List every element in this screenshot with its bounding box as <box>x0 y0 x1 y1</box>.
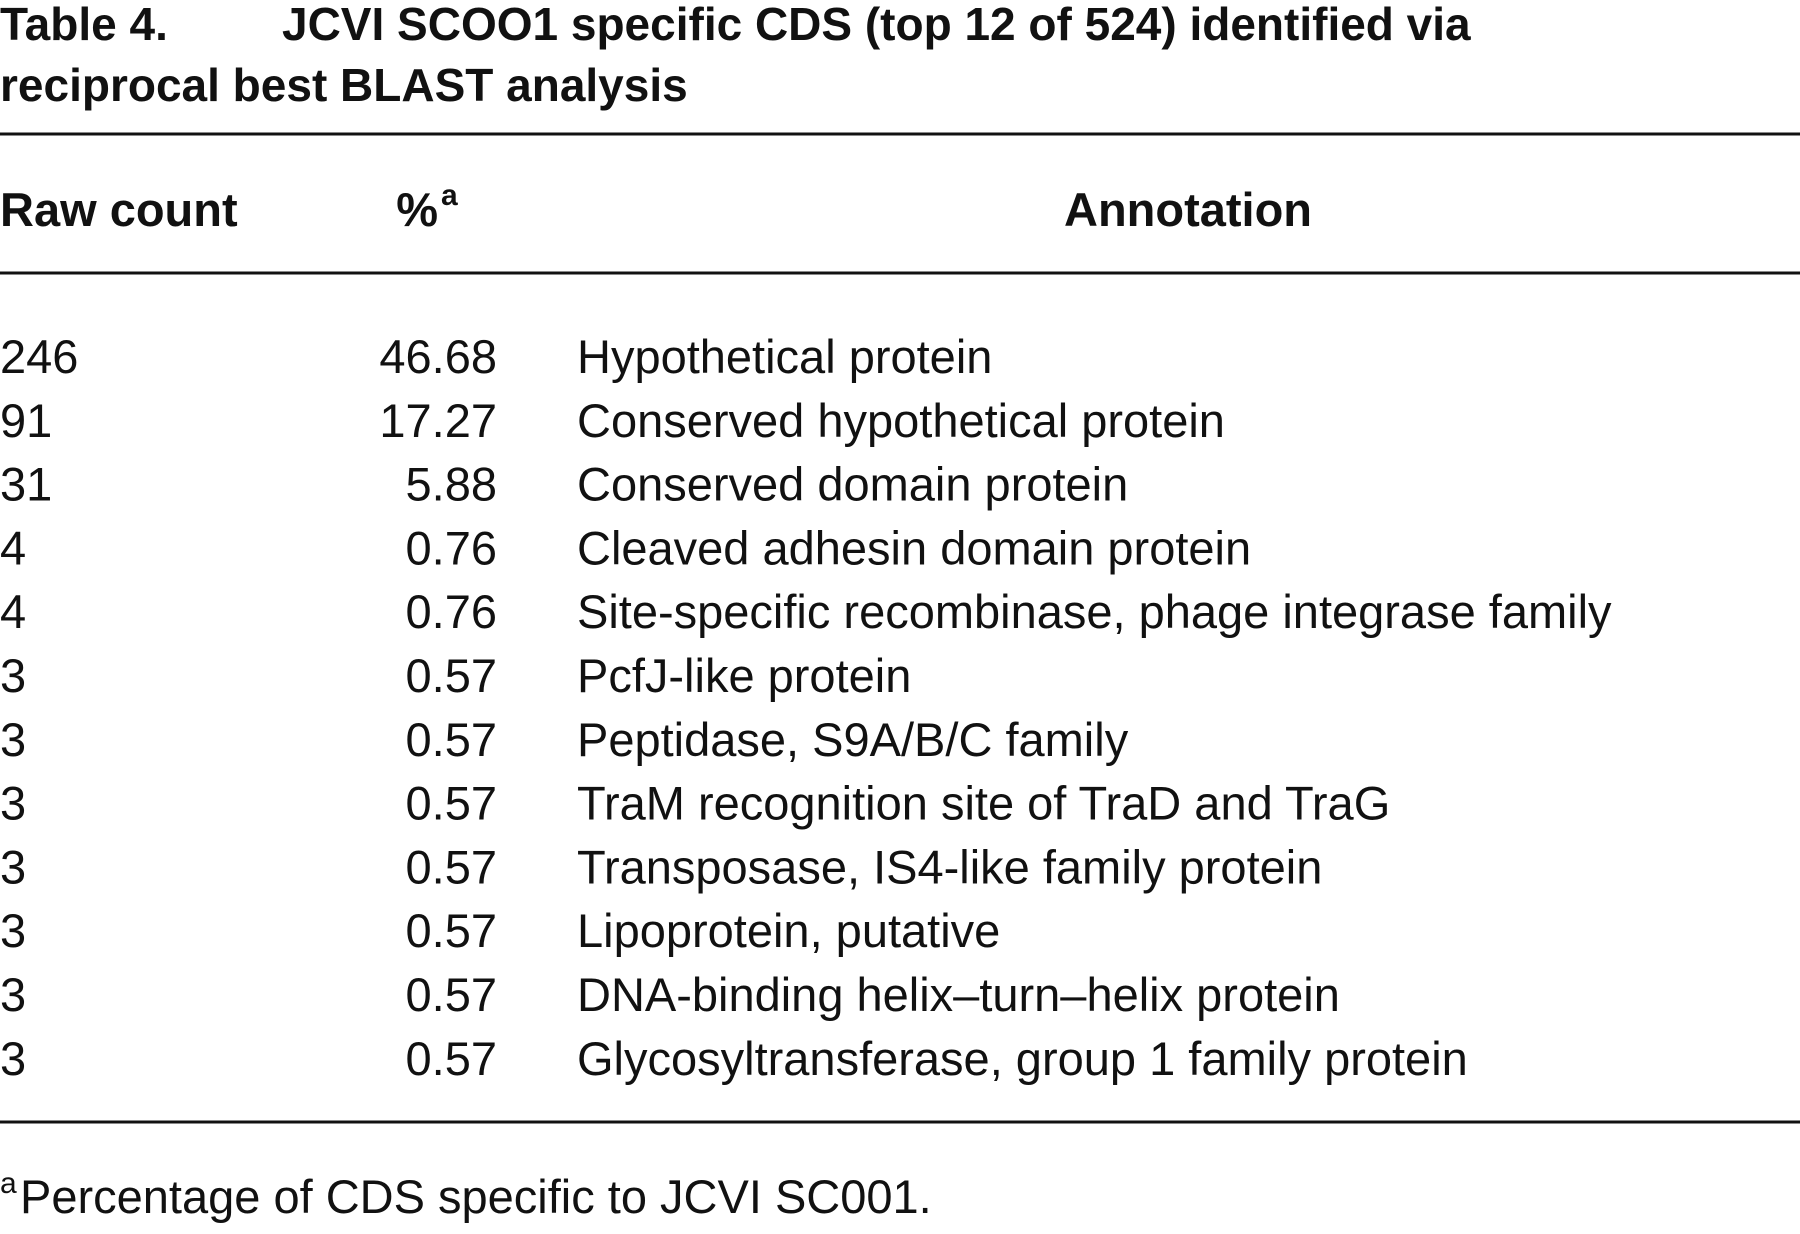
percent-cell: 0.57 <box>406 713 497 766</box>
percent-cell: 0.57 <box>406 649 497 702</box>
percent-cell: 0.57 <box>406 968 497 1021</box>
annotation-cell: DNA-binding helix–turn–helix protein <box>577 968 1340 1021</box>
raw-count-cell: 3 <box>0 968 26 1021</box>
percent-cell: 17.27 <box>379 394 497 447</box>
raw-count-cell: 3 <box>0 713 26 766</box>
table-body: 246 46.68 Hypothetical protein 91 17.27 Conse… <box>0 330 1612 1085</box>
footnote-marker: a <box>0 1167 17 1200</box>
annotation-cell: Conserved hypothetical protein <box>577 394 1225 447</box>
percent-cell: 0.57 <box>406 904 497 957</box>
percent-cell: 5.88 <box>406 458 497 511</box>
column-header: Annotation <box>1064 183 1312 236</box>
table-title: JCVI SCOO1 specific CDS (top 12 of 524) … <box>282 0 1471 50</box>
raw-count-cell: 3 <box>0 904 26 957</box>
raw-count-cell: 31 <box>0 458 52 511</box>
annotation-cell: Transposase, IS4-like family protein <box>577 840 1322 893</box>
percent-cell: 0.57 <box>406 777 497 830</box>
annotation-cell: PcfJ-like protein <box>577 649 911 702</box>
raw-count-cell: 3 <box>0 1032 26 1085</box>
raw-count-cell: 4 <box>0 585 26 638</box>
raw-count-cell: 3 <box>0 777 26 830</box>
annotation-cell: Site-specific recombinase, phage integra… <box>577 585 1612 638</box>
raw-count-cell: 91 <box>0 394 52 447</box>
percent-cell: 0.76 <box>406 585 497 638</box>
annotation-cell: Peptidase, S9A/B/C family <box>577 713 1129 766</box>
raw-count-cell: 3 <box>0 840 26 893</box>
footnote-marker: a <box>441 179 458 212</box>
raw-count-cell: 4 <box>0 521 26 574</box>
percent-cell: 0.57 <box>406 840 497 893</box>
percent-cell: 0.57 <box>406 1032 497 1085</box>
annotation-cell: Hypothetical protein <box>577 330 992 383</box>
percent-cell: 0.76 <box>406 521 497 574</box>
column-header: % <box>396 183 438 236</box>
table-title: reciprocal best BLAST analysis <box>0 59 688 111</box>
column-header: Raw count <box>0 183 238 236</box>
percent-cell: 46.68 <box>379 330 497 383</box>
table-label: Table 4. <box>0 0 168 50</box>
raw-count-cell: 3 <box>0 649 26 702</box>
annotation-cell: Cleaved adhesin domain protein <box>577 521 1251 574</box>
annotation-cell: Conserved domain protein <box>577 458 1128 511</box>
footnote: Percentage of CDS specific to JCVI SC001… <box>20 1170 932 1223</box>
raw-count-cell: 246 <box>0 330 78 383</box>
annotation-cell: Glycosyltransferase, group 1 family prot… <box>577 1032 1468 1085</box>
annotation-cell: TraM recognition site of TraD and TraG <box>577 777 1390 830</box>
annotation-cell: Lipoprotein, putative <box>577 904 1000 957</box>
